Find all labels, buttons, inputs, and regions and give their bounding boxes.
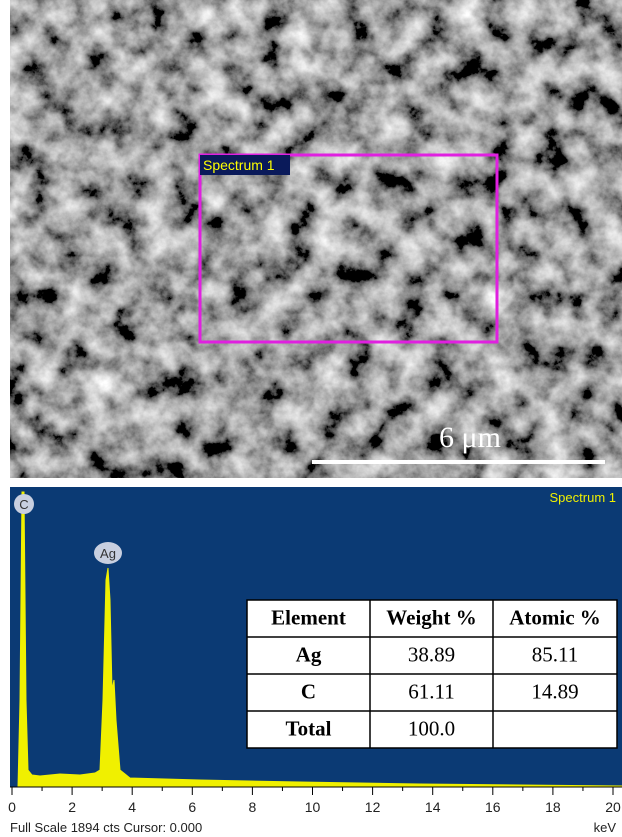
x-tick-label: 10 bbox=[305, 799, 321, 815]
peak-marker bbox=[94, 542, 122, 564]
peak-marker bbox=[14, 494, 34, 514]
table-header-cell: Element bbox=[271, 605, 346, 629]
x-unit: keV bbox=[594, 820, 617, 835]
x-tick-label: 8 bbox=[249, 799, 257, 815]
peak-label: C bbox=[19, 497, 28, 512]
x-tick-label: 16 bbox=[485, 799, 501, 815]
x-tick-label: 20 bbox=[605, 799, 621, 815]
x-tick-label: 12 bbox=[365, 799, 381, 815]
x-tick-label: 14 bbox=[425, 799, 441, 815]
x-tick-label: 2 bbox=[68, 799, 76, 815]
sem-image bbox=[10, 0, 622, 478]
x-tick-label: 6 bbox=[188, 799, 196, 815]
x-tick-label: 4 bbox=[128, 799, 136, 815]
region-label: Spectrum 1 bbox=[203, 157, 275, 173]
table-cell: 85.11 bbox=[532, 642, 578, 666]
peak-label: Ag bbox=[100, 546, 116, 561]
table-cell: 14.89 bbox=[531, 679, 578, 703]
x-tick-label: 0 bbox=[8, 799, 16, 815]
result-table: Element Weight % Atomic % Ag 38.89 85.11 C 61.1… bbox=[246, 599, 618, 749]
table-header-cell: Atomic % bbox=[509, 605, 601, 629]
x-tick-label: 18 bbox=[545, 799, 561, 815]
table-cell: 100.0 bbox=[408, 716, 455, 740]
table-cell: 38.89 bbox=[408, 642, 455, 666]
table-header-cell: Weight % bbox=[386, 605, 476, 629]
spectrum-title: Spectrum 1 bbox=[550, 490, 616, 505]
footer: Full Scale 1894 cts Cursor: 0.000 bbox=[10, 820, 202, 835]
region-box bbox=[198, 153, 499, 344]
spectrum-curve bbox=[12, 491, 622, 788]
table-cell: C bbox=[301, 679, 316, 703]
region-label-bg bbox=[200, 155, 290, 175]
scale-label: 6 μm bbox=[439, 421, 501, 454]
table-cell: 61.11 bbox=[408, 679, 454, 703]
table-cell: Ag bbox=[296, 642, 322, 666]
table-cell: Total bbox=[286, 716, 332, 740]
